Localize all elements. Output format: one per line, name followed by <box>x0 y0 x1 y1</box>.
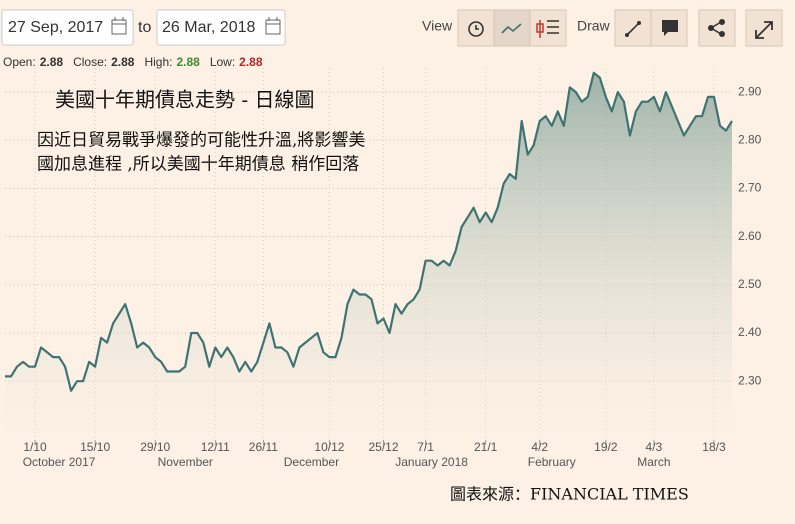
icon <box>708 25 714 31</box>
annotation: 因近日貿易戰爭爆發的可能性升溫,將影響美 <box>37 131 365 151</box>
x-group-label: November <box>158 455 213 469</box>
icon <box>755 21 773 39</box>
ohlc-label: Open: <box>3 55 36 69</box>
ohlc-value: 2.88 <box>239 55 263 69</box>
date-input[interactable] <box>1 9 134 46</box>
y-tick-label: 2.80 <box>738 132 762 146</box>
ohlc-value: 2.88 <box>176 55 200 69</box>
x-tick-label: 18/3 <box>702 440 726 454</box>
icon <box>626 22 640 36</box>
x-tick-label: 1/10 <box>23 440 47 454</box>
annotation: 國加息進程 ,所以美國十年期債息 稍作回落 <box>37 155 359 175</box>
icon <box>547 20 559 34</box>
x-tick-label: 4/2 <box>531 440 548 454</box>
x-tick-label: 7/1 <box>417 440 434 454</box>
draw-label: Draw <box>577 18 611 34</box>
icon <box>637 21 641 25</box>
draw-buttons <box>614 9 688 47</box>
area <box>5 72 732 440</box>
from-date: 27 Sep, 2017 <box>8 19 103 36</box>
y-tick-label: 2.30 <box>738 373 762 387</box>
ohlc-value: 2.88 <box>40 55 64 69</box>
icon <box>719 19 725 25</box>
source: 圖表來源：FINANCIAL TIMES <box>450 485 689 504</box>
x-tick-label: 29/10 <box>140 440 170 454</box>
icon <box>468 21 484 37</box>
icon <box>536 20 544 38</box>
to-date: 26 Mar, 2018 <box>162 19 256 36</box>
x-tick-label: 26/11 <box>249 440 278 454</box>
x-group-label: February <box>528 455 576 469</box>
x-tick-label: 21/1 <box>474 440 498 454</box>
y-tick-label: 2.40 <box>738 325 762 339</box>
share-button[interactable] <box>698 9 736 47</box>
x-tick-label: 10/12 <box>314 440 344 454</box>
x-group-label: January 2018 <box>395 455 468 469</box>
icon <box>475 25 479 30</box>
calendar-icon <box>265 17 281 35</box>
comment-button[interactable] <box>650 9 688 47</box>
calendar-icon <box>111 17 127 35</box>
candle-button[interactable] <box>529 9 567 47</box>
line <box>5 71 733 392</box>
x-group-label: October 2017 <box>23 455 96 469</box>
ohlc-label: Close: <box>73 55 107 69</box>
ohlc-label: Low: <box>210 55 235 69</box>
x-tick-label: 15/10 <box>80 440 110 454</box>
icon <box>662 20 678 36</box>
icon <box>501 23 522 34</box>
y-tick-label: 2.70 <box>738 181 762 195</box>
ohlc-value: 2.88 <box>111 55 135 69</box>
x-group-label: March <box>637 455 670 469</box>
line-button[interactable] <box>493 9 531 47</box>
to-label: to <box>138 19 151 36</box>
y-tick-label: 2.60 <box>738 229 762 243</box>
x-tick-label: 4/3 <box>646 440 663 454</box>
ohlc-row: Open: 2.88 Close: 2.88 High: 2.88 Low: 2.88 <box>3 55 263 69</box>
y-tick-label: 2.50 <box>738 277 762 291</box>
view-label: View <box>422 18 453 34</box>
icon <box>625 33 629 37</box>
plot: 2.30 2.40 2.50 2.60 2.70 2.80 2.90 1/10 15/10 29/… <box>5 68 762 469</box>
x-group-label: December <box>284 455 339 469</box>
ohlc-label: High: <box>144 55 172 69</box>
view-buttons <box>457 9 567 47</box>
y-tick-label: 2.90 <box>738 84 762 98</box>
x-tick-label: 12/11 <box>201 440 230 454</box>
icon <box>719 31 725 37</box>
date-input[interactable] <box>156 9 286 46</box>
expand-button[interactable] <box>745 9 783 47</box>
chart-title: 美國十年期債息走勢 - 日線圖 <box>55 88 314 112</box>
x-tick-label: 25/12 <box>369 440 399 454</box>
x-tick-label: 19/2 <box>594 440 618 454</box>
